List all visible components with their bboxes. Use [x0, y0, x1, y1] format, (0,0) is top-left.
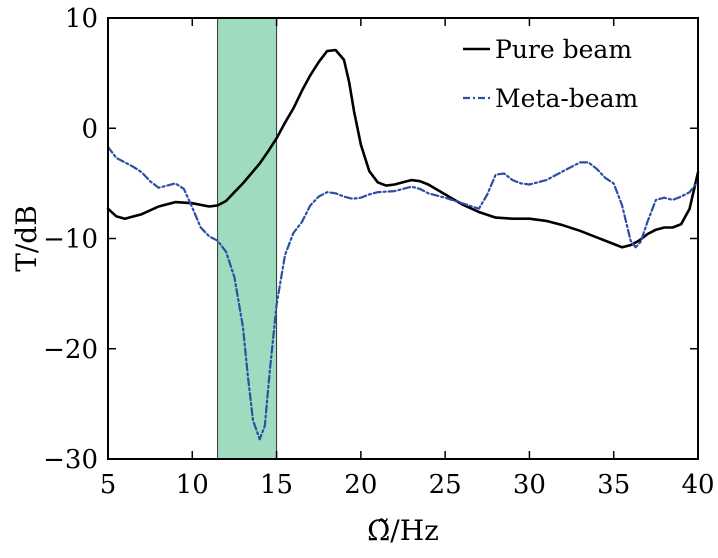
series-line-pure-beam: [106, 48, 700, 249]
y-tick-label: −30: [43, 445, 98, 475]
y-tick-label: −20: [43, 335, 98, 365]
x-tick-label: 10: [176, 470, 209, 500]
x-tick-label: 15: [260, 470, 293, 500]
legend-label-pure-beam: Pure beam: [495, 35, 632, 64]
x-tick-label: 40: [681, 470, 714, 500]
y-tick-label: 10: [65, 4, 98, 34]
y-axis-label: T/dB: [10, 205, 43, 272]
series-layer: [106, 48, 700, 441]
y-tick-label: 0: [81, 114, 98, 144]
legend: Pure beam Meta-beam: [463, 35, 638, 113]
shaded-band-layer: [217, 17, 278, 460]
x-tick-label: 30: [513, 470, 546, 500]
legend-label-meta-beam: Meta-beam: [495, 84, 638, 113]
tick-layer: 5 10 15 20 25 30 35 40 10 0 −10 −20 −30: [43, 4, 714, 500]
x-tick-label: 35: [597, 470, 630, 500]
x-axis-label: Ω̃/Hz: [367, 514, 439, 547]
y-tick-label: −10: [43, 225, 98, 255]
shaded-band: [217, 17, 278, 460]
x-tick-label: 20: [344, 470, 377, 500]
series-line-meta-beam: [106, 145, 700, 441]
x-tick-label: 5: [100, 470, 117, 500]
x-tick-label: 25: [429, 470, 462, 500]
